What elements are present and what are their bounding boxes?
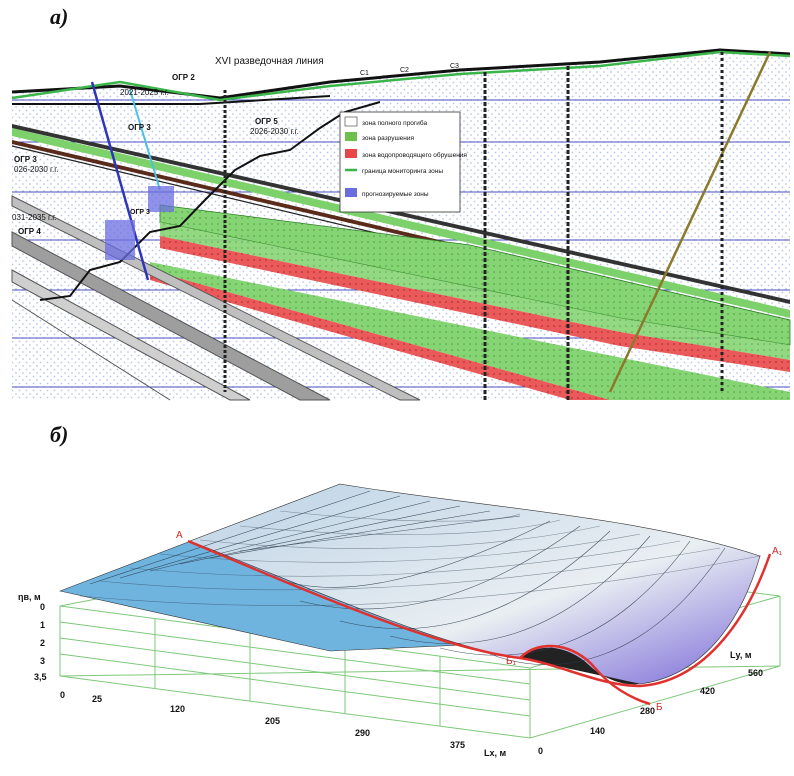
subsidence-trough — [189, 483, 761, 685]
y-tick-3: 420 — [700, 686, 715, 696]
legend-item-1: зона разрушения — [362, 135, 415, 142]
panel-b-label: б) — [50, 422, 69, 447]
water-zone-red — [160, 236, 790, 372]
z-tick-3: 3 — [40, 656, 45, 666]
x-tick-2: 120 — [170, 704, 185, 714]
y-tick-1: 140 — [590, 726, 605, 736]
cross-section-diagram: зона полного прогиба зона разрушения зон… — [11, 48, 791, 401]
label-period-4: 031-2035 г.г. — [12, 213, 56, 222]
point-b1: Б₁ — [506, 656, 517, 667]
y-tick-4: 560 — [748, 668, 763, 678]
surface-green-line — [11, 50, 791, 102]
section-title: XVI разведочная линия — [215, 56, 324, 67]
forecast-zone-1 — [105, 220, 135, 260]
point-a: А — [176, 530, 183, 541]
label-ogr3a: ОГР 3 — [128, 123, 151, 132]
legend-item-3: граница мониторинга зоны — [362, 168, 443, 175]
z-tick-4: 3,5 — [34, 672, 47, 682]
olive-fault-line — [608, 51, 772, 393]
x-tick-4: 290 — [355, 728, 370, 738]
label-ogr3b: ОГР 3 — [14, 155, 37, 164]
label-ogr4: ОГР 4 — [18, 227, 41, 236]
legend-item-4: прогнозируемые зоны — [362, 191, 429, 198]
label-ogr-a: ОГР 3 — [130, 209, 150, 216]
z-axis-label: ηв, м — [18, 592, 41, 602]
label-ogr2: ОГР 2 — [172, 73, 195, 82]
legend-item-2: зона водопроводящего обрушения — [362, 151, 467, 159]
x-tick-5: 375 — [450, 740, 465, 750]
mining-boundary — [39, 101, 381, 301]
surface-relief — [11, 48, 791, 100]
well-label-c2: C2 — [400, 67, 409, 74]
legend-swatch-1 — [345, 132, 357, 141]
panel-a-label: а) — [50, 4, 69, 29]
blue-fault-line — [90, 81, 150, 281]
y-tick-0: 0 — [538, 746, 543, 756]
z-tick-0: 0 — [40, 602, 45, 612]
x-axis-label: Lх, м — [484, 748, 507, 758]
label-period-1: 2021-2025 г.г. — [120, 88, 169, 97]
profile-line-aa1 — [187, 539, 772, 688]
profile-line-bb1 — [519, 644, 651, 706]
well-label-c3: C3 — [450, 63, 459, 70]
z-tick-1: 1 — [40, 620, 45, 630]
legend-swatch-4 — [345, 188, 357, 197]
label-period-2: 2026-2030 г.г. — [250, 127, 299, 136]
x-tick-3: 205 — [265, 716, 280, 726]
legend: зона полного прогиба зона разрушения зон… — [339, 111, 467, 213]
x-tick-0: 0 — [60, 690, 65, 700]
label-period-3: 026-2030 г.г. — [14, 165, 58, 174]
legend-item-0: зона полного прогиба — [362, 119, 427, 127]
well-label-c1: C1 — [360, 70, 369, 77]
forecast-zone-2 — [148, 186, 174, 212]
legend-swatch-0 — [344, 116, 358, 127]
point-a1: А₁ — [772, 546, 783, 557]
point-b: Б — [656, 702, 663, 713]
x-tick-1: 25 — [92, 694, 102, 704]
legend-swatch-2 — [345, 149, 357, 158]
label-ogr5: ОГР 5 — [255, 117, 278, 126]
y-tick-2: 280 — [640, 706, 655, 716]
z-tick-2: 2 — [40, 638, 45, 648]
wells — [223, 52, 724, 400]
subsidence-surface-3d: А А₁ Б Б₁ ηв, м 0 1 2 3 3,5 0 25 120 205… — [18, 483, 783, 758]
surface-mesh — [79, 490, 761, 665]
y-axis-label: Lу, м — [730, 650, 752, 660]
